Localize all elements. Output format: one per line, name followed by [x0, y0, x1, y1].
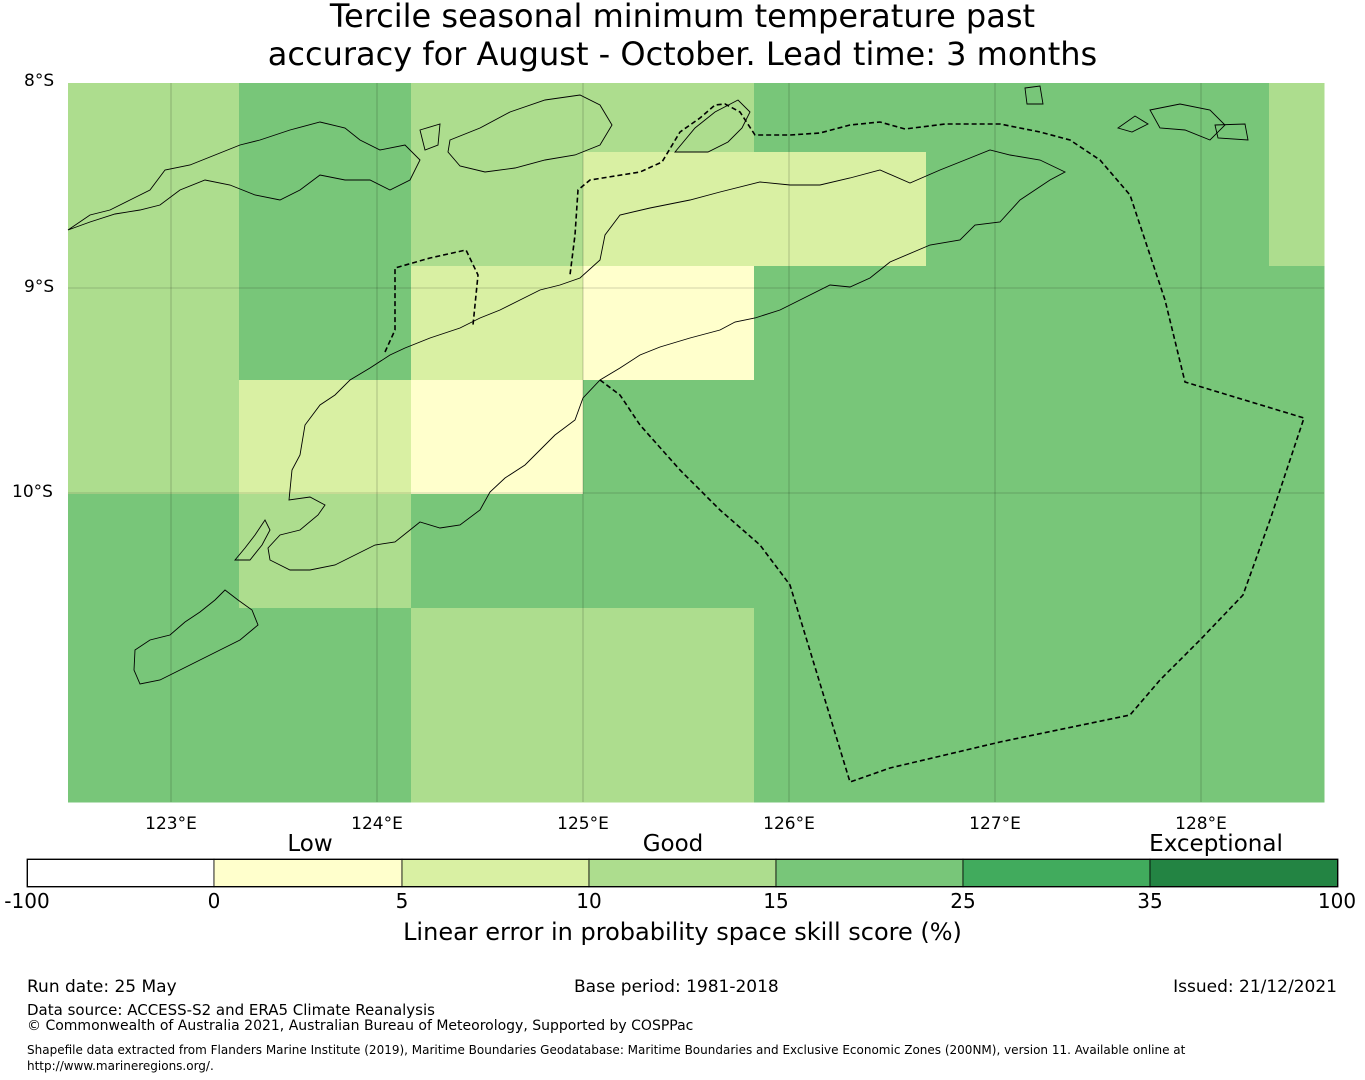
skill-grid-cell: [68, 494, 240, 609]
lon-label-127e: 127°E: [969, 814, 1021, 834]
skill-grid-cell: [754, 494, 927, 609]
skill-grid-cell: [239, 152, 412, 267]
colorbar-tick-label: 35: [1137, 889, 1163, 913]
lon-label-128e: 128°E: [1175, 814, 1227, 834]
skill-grid-cell: [68, 266, 240, 381]
map-title-line-1: Tercile seasonal minimum temperature pas…: [329, 0, 1036, 35]
skill-grid-cell: [239, 608, 412, 803]
skill-grid-cell: [239, 380, 412, 495]
colorbar-tick-label: 25: [950, 889, 976, 913]
lon-label-124e: 124°E: [351, 814, 403, 834]
lon-label-123e: 123°E: [145, 814, 197, 834]
timor-coastline: [267, 149, 1066, 571]
skill-grid-cell: [583, 608, 755, 803]
shapefile-credit-line-2: http://www.marineregions.org/.: [27, 1059, 214, 1073]
skill-grid-cell: [754, 266, 927, 381]
skill-grid-cell: [68, 152, 240, 267]
skill-grid-cell: [1269, 152, 1325, 267]
category-low-label: Low: [287, 831, 333, 857]
maritime-boundaries: [384, 103, 1306, 784]
base-period: Base period: 1981-2018: [574, 977, 779, 997]
skill-grid-cells: [68, 83, 1325, 803]
skill-grid-cell: [411, 380, 584, 495]
colorbar-tick-label: 10: [576, 889, 602, 913]
skill-grid-cell: [239, 83, 412, 153]
alor-coastline: [447, 94, 613, 173]
skill-grid-cell: [68, 380, 240, 495]
moa-coastline: [1214, 123, 1249, 141]
run-date: Run date: 25 May: [27, 977, 177, 997]
skill-grid-cell: [583, 266, 755, 381]
skill-grid-cell: [1098, 494, 1270, 609]
skill-grid-cell: [583, 380, 755, 495]
skill-grid-cell: [1269, 494, 1325, 609]
lon-label-126e: 126°E: [763, 814, 815, 834]
skill-grid-cell: [411, 152, 584, 267]
coastlines: [67, 85, 1249, 685]
lat-label-8s: 8°S: [24, 71, 55, 91]
colorbar-title: Linear error in probability space skill …: [403, 918, 962, 946]
wetar-coastline: [674, 99, 751, 153]
skill-grid-cell: [1269, 608, 1325, 803]
colorbar-tick-label: 15: [763, 889, 789, 913]
rote-coastline: [133, 589, 259, 685]
skill-grid-cell: [754, 152, 927, 267]
skill-grid-cell: [1269, 83, 1325, 153]
colorbar-tick-label: 0: [207, 889, 221, 913]
skill-grid-cell: [1098, 266, 1270, 381]
colorbar-tick-label: 5: [395, 889, 409, 913]
skill-grid-cell: [1098, 152, 1270, 267]
skill-grid-cell: [1098, 380, 1270, 495]
category-good-label: Good: [642, 831, 704, 857]
skill-grid-cell: [754, 380, 927, 495]
skill-grid-cell: [411, 83, 584, 153]
eez-boundary-oecusse: [384, 249, 479, 353]
skill-grid-cell: [754, 608, 927, 803]
graticule: [68, 83, 1324, 802]
skill-grid-cell: [1098, 608, 1270, 803]
skill-grid-cell: [926, 83, 1099, 153]
colorbar-tick-label: -100: [4, 889, 50, 913]
skill-grid-cell: [411, 494, 584, 609]
category-exceptional-label: Exceptional: [1149, 831, 1283, 857]
skill-grid-cell: [926, 380, 1099, 495]
skill-grid-cell: [68, 83, 240, 153]
skill-grid-cell: [583, 83, 755, 153]
shapefile-credit-line-1: Shapefile data extracted from Flanders M…: [27, 1043, 1186, 1057]
skill-grid-cell: [239, 266, 412, 381]
skill-grid-cell: [926, 152, 1099, 267]
lakor-coastline: [1116, 115, 1149, 133]
skill-grid-cell: [583, 152, 755, 267]
kisar-coastline: [1024, 85, 1044, 105]
skill-grid-cell: [1098, 83, 1270, 153]
skill-grid-cell: [411, 266, 584, 381]
skill-grid-cell: [1269, 266, 1325, 381]
skill-grid-cell: [411, 608, 584, 803]
solor-coastline: [419, 123, 441, 151]
skill-grid-cell: [926, 266, 1099, 381]
issued-date: Issued: 21/12/2021: [1173, 977, 1337, 997]
skill-grid-cell: [68, 608, 240, 803]
skill-grid-cell: [926, 608, 1099, 803]
flores-coastline: [67, 121, 421, 231]
skill-grid-cell: [754, 83, 927, 153]
leti-coastline: [1149, 103, 1226, 141]
data-source: Data source: ACCESS-S2 and ERA5 Climate …: [27, 1001, 435, 1019]
semau-coastline: [234, 519, 271, 561]
lon-label-125e: 125°E: [557, 814, 609, 834]
skill-grid-cell: [926, 494, 1099, 609]
skill-grid-cell: [583, 494, 755, 609]
colorbar-tick-label: 100: [1317, 889, 1357, 913]
copyright-notice: © Commonwealth of Australia 2021, Austra…: [27, 1018, 694, 1034]
skill-grid-cell: [239, 494, 412, 609]
eez-boundary-timor-leste: [569, 103, 1306, 784]
lat-label-9s: 9°S: [24, 277, 55, 297]
map-title-line-2: accuracy for August - October. Lead time…: [267, 35, 1098, 73]
lat-label-10s: 10°S: [12, 482, 53, 502]
